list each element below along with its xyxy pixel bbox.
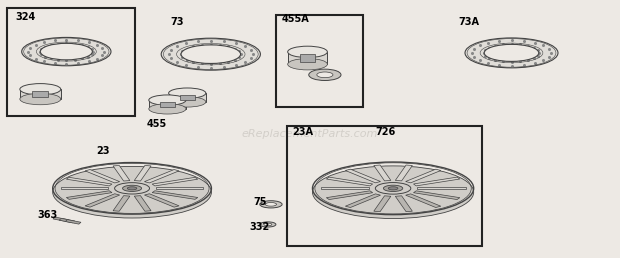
FancyBboxPatch shape: [20, 89, 61, 99]
Ellipse shape: [465, 38, 558, 68]
Ellipse shape: [20, 84, 61, 95]
Ellipse shape: [40, 43, 92, 60]
Text: 73: 73: [170, 17, 184, 27]
Polygon shape: [345, 194, 381, 207]
FancyBboxPatch shape: [32, 91, 48, 97]
Ellipse shape: [312, 166, 474, 219]
FancyBboxPatch shape: [288, 52, 327, 64]
Polygon shape: [152, 177, 198, 186]
Polygon shape: [113, 196, 130, 211]
Ellipse shape: [149, 104, 186, 114]
Polygon shape: [144, 170, 179, 183]
Polygon shape: [66, 177, 112, 186]
Polygon shape: [66, 191, 112, 199]
Ellipse shape: [383, 185, 403, 191]
Text: 363: 363: [37, 210, 58, 220]
FancyBboxPatch shape: [169, 93, 206, 102]
Polygon shape: [414, 177, 460, 186]
Text: 455A: 455A: [282, 14, 310, 24]
Ellipse shape: [127, 187, 137, 190]
Polygon shape: [326, 177, 373, 186]
Bar: [7, 8, 135, 116]
Polygon shape: [85, 194, 120, 207]
Polygon shape: [152, 191, 198, 199]
Text: 455: 455: [147, 119, 167, 129]
Text: 73A: 73A: [459, 17, 480, 27]
Ellipse shape: [309, 69, 341, 80]
Ellipse shape: [53, 166, 211, 218]
FancyBboxPatch shape: [180, 95, 195, 100]
FancyBboxPatch shape: [59, 218, 75, 223]
Ellipse shape: [388, 187, 398, 190]
Ellipse shape: [115, 183, 149, 194]
Text: 324: 324: [16, 12, 36, 22]
Ellipse shape: [169, 88, 206, 98]
Ellipse shape: [169, 97, 206, 107]
Polygon shape: [144, 194, 179, 207]
Text: 726: 726: [375, 127, 396, 137]
Ellipse shape: [260, 201, 282, 208]
Polygon shape: [414, 191, 460, 200]
Ellipse shape: [20, 93, 61, 105]
Text: eReplacementParts.com: eReplacementParts.com: [242, 129, 378, 139]
Polygon shape: [396, 165, 412, 181]
Polygon shape: [374, 196, 391, 212]
FancyBboxPatch shape: [65, 220, 81, 224]
Polygon shape: [345, 169, 381, 183]
FancyBboxPatch shape: [149, 100, 186, 109]
Polygon shape: [326, 191, 373, 200]
Ellipse shape: [317, 72, 333, 78]
FancyBboxPatch shape: [299, 54, 316, 62]
Polygon shape: [405, 169, 441, 183]
Polygon shape: [417, 187, 466, 189]
Polygon shape: [321, 187, 369, 189]
Polygon shape: [85, 170, 120, 183]
Ellipse shape: [149, 95, 186, 105]
Ellipse shape: [161, 38, 260, 70]
Ellipse shape: [123, 185, 141, 191]
Text: 332: 332: [250, 222, 270, 232]
Ellipse shape: [260, 222, 276, 227]
Polygon shape: [113, 165, 130, 181]
Polygon shape: [405, 194, 441, 207]
Polygon shape: [135, 165, 151, 181]
Polygon shape: [156, 187, 203, 189]
Polygon shape: [135, 196, 151, 211]
Ellipse shape: [22, 37, 111, 66]
Text: 75: 75: [253, 197, 267, 207]
Ellipse shape: [484, 44, 539, 61]
Ellipse shape: [265, 203, 277, 206]
FancyBboxPatch shape: [53, 217, 69, 222]
Polygon shape: [396, 196, 412, 212]
Text: 23: 23: [96, 146, 110, 156]
Text: 23A: 23A: [293, 127, 314, 137]
Ellipse shape: [181, 45, 241, 63]
Polygon shape: [61, 187, 108, 189]
Ellipse shape: [288, 59, 327, 70]
Polygon shape: [374, 165, 391, 181]
Bar: [287, 126, 482, 246]
Ellipse shape: [264, 223, 272, 226]
FancyBboxPatch shape: [160, 102, 175, 107]
Ellipse shape: [375, 183, 411, 194]
Bar: [276, 15, 363, 107]
Ellipse shape: [288, 46, 327, 58]
